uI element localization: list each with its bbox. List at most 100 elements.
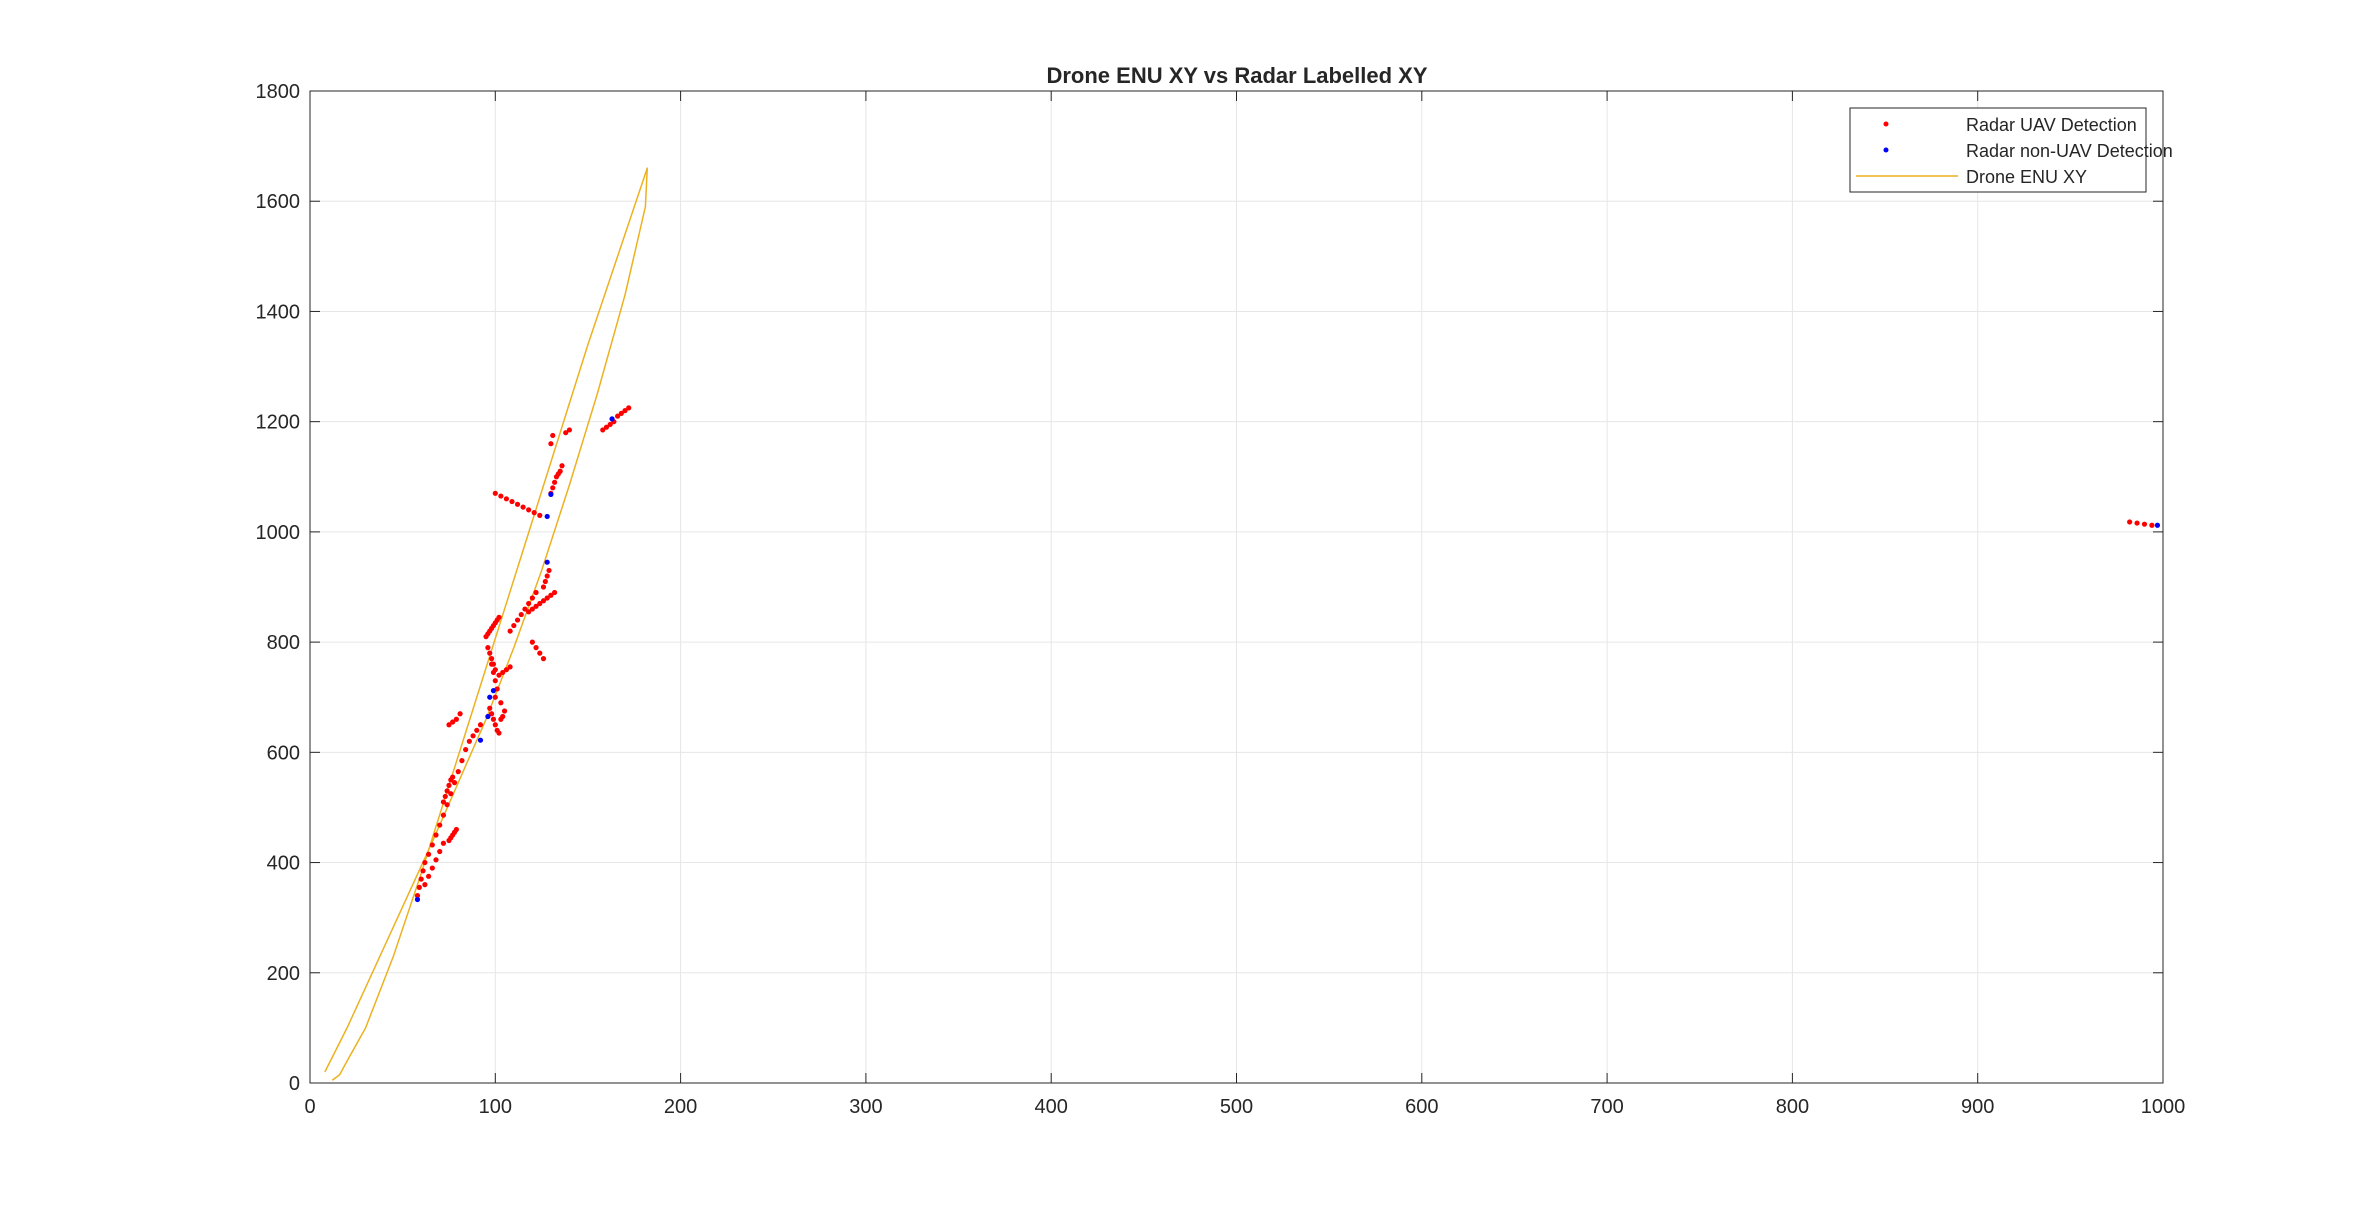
radar-uav-detection-point bbox=[492, 694, 498, 700]
radar-uav-detection-point bbox=[496, 730, 502, 736]
radar-uav-detection-point bbox=[550, 432, 556, 439]
y-tick-label: 400 bbox=[267, 853, 300, 875]
radar-uav-detection-point bbox=[487, 650, 493, 656]
radar-uav-detection-point bbox=[440, 799, 447, 805]
radar-uav-detection-point bbox=[433, 857, 439, 863]
radar-uav-detection-point bbox=[453, 716, 459, 722]
radar-uav-detection-point bbox=[600, 427, 606, 433]
legend: Radar UAV Detection Radar non-UAV Detect… bbox=[1849, 107, 2173, 193]
radar-non-uav-detection-point bbox=[490, 688, 497, 694]
radar-uav-detection-point bbox=[444, 788, 450, 794]
radar-uav-detection-point bbox=[540, 584, 547, 590]
x-tick-label: 600 bbox=[1405, 1096, 1438, 1118]
radar-uav-detection-point bbox=[487, 705, 493, 711]
radar-uav-detection-point bbox=[533, 603, 539, 609]
radar-uav-detection-point bbox=[540, 656, 547, 662]
legend-marker-uav bbox=[1883, 121, 1889, 127]
legend-marker-non-uav bbox=[1883, 147, 1889, 153]
radar-uav-detection-point bbox=[526, 600, 532, 607]
radar-uav-detection-point bbox=[551, 589, 558, 596]
radar-uav-detection-point bbox=[466, 738, 472, 744]
radar-uav-detection-point bbox=[537, 650, 543, 656]
radar-uav-detection-point bbox=[490, 716, 497, 722]
radar-uav-detection-point bbox=[488, 711, 495, 717]
radar-uav-detection-point bbox=[507, 664, 513, 670]
radar-uav-detection-point bbox=[425, 851, 432, 857]
radar-uav-detection-point bbox=[425, 873, 432, 879]
x-tick-label: 400 bbox=[1035, 1096, 1068, 1118]
y-tick-label: 1800 bbox=[256, 81, 301, 103]
radar-uav-detection-point bbox=[463, 746, 469, 753]
radar-uav-detection-point bbox=[531, 509, 537, 516]
y-tick-label: 1200 bbox=[256, 412, 301, 434]
radar-uav-detection-point bbox=[533, 645, 539, 651]
radar-uav-detection-point bbox=[492, 490, 498, 496]
radar-uav-detection-point bbox=[451, 780, 458, 786]
radar-uav-detection-point bbox=[557, 468, 563, 474]
radar-uav-detection-point bbox=[607, 421, 613, 428]
radar-uav-detection-point bbox=[563, 430, 569, 436]
radar-non-uav-detection-point bbox=[487, 694, 493, 700]
radar-uav-detection-point bbox=[507, 628, 513, 634]
radar-uav-detection-point bbox=[496, 672, 502, 678]
radar-uav-detection-point bbox=[414, 893, 421, 899]
radar-uav-detection-point bbox=[450, 774, 456, 780]
radar-uav-detection-point bbox=[503, 667, 510, 673]
radar-uav-detection-point bbox=[498, 493, 504, 499]
radar-uav-detection-point bbox=[559, 463, 565, 469]
x-tick-label: 500 bbox=[1220, 1096, 1253, 1118]
radar-non-uav-detection-point bbox=[477, 737, 484, 743]
legend-label-drone: Drone ENU XY bbox=[1966, 167, 2087, 187]
legend-label-uav: Radar UAV Detection bbox=[1966, 115, 2137, 135]
radar-uav-detection-point bbox=[548, 592, 554, 598]
radar-uav-detection-point bbox=[542, 578, 548, 585]
radar-uav-detection-point bbox=[501, 708, 508, 714]
radar-uav-detection-point bbox=[626, 405, 632, 411]
radar-uav-detection-point bbox=[514, 617, 521, 623]
radar-non-uav-detection-point bbox=[544, 559, 550, 565]
radar-uav-detection-point bbox=[548, 441, 554, 447]
x-tick-label: 100 bbox=[479, 1096, 512, 1118]
y-tick-label: 200 bbox=[267, 963, 300, 985]
radar-uav-detection-point bbox=[537, 512, 543, 518]
x-tick-label: 0 bbox=[304, 1096, 315, 1118]
radar-uav-detection-point bbox=[500, 713, 506, 720]
radar-uav-detection-point bbox=[550, 485, 556, 491]
radar-uav-detection-point bbox=[511, 622, 517, 629]
radar-uav-detection-point bbox=[429, 865, 435, 871]
radar-uav-detection-point bbox=[509, 498, 515, 505]
radar-uav-detection-point bbox=[544, 573, 550, 579]
radar-uav-detection-point bbox=[455, 769, 461, 775]
radar-uav-detection-point bbox=[520, 504, 526, 510]
radar-uav-detection-point bbox=[492, 678, 498, 684]
radar-uav-detection-point bbox=[622, 408, 628, 414]
radar-uav-detection-point bbox=[453, 826, 459, 833]
radar-uav-detection-point bbox=[503, 496, 510, 502]
radar-uav-detection-point bbox=[566, 427, 573, 433]
radar-uav-detection-point bbox=[492, 667, 498, 673]
radar-uav-detection-point bbox=[551, 479, 558, 485]
radar-uav-detection-point bbox=[2127, 519, 2133, 525]
radar-uav-detection-point bbox=[474, 727, 480, 733]
y-tick-label: 1600 bbox=[256, 191, 301, 213]
radar-uav-detection-point bbox=[492, 722, 498, 728]
radar-uav-detection-point bbox=[2141, 521, 2148, 527]
radar-uav-detection-point bbox=[448, 791, 454, 797]
radar-non-uav-detection-point bbox=[414, 896, 421, 903]
radar-uav-detection-point bbox=[440, 840, 447, 846]
radar-uav-detection-point bbox=[540, 598, 547, 604]
radar-uav-detection-point bbox=[500, 669, 506, 676]
radar-uav-detection-point bbox=[418, 876, 424, 882]
radar-uav-detection-point bbox=[477, 722, 484, 728]
y-tick-label: 0 bbox=[289, 1073, 300, 1095]
y-tick-label: 600 bbox=[267, 742, 300, 764]
radar-uav-detection-point bbox=[2134, 520, 2140, 526]
legend-box bbox=[1849, 107, 2147, 193]
radar-uav-detection-point bbox=[496, 614, 502, 620]
radar-non-uav-detection-point bbox=[2154, 522, 2161, 528]
radar-uav-detection-point bbox=[537, 600, 543, 607]
radar-non-uav-detection-point bbox=[548, 491, 554, 498]
legend-label-non-uav: Radar non-UAV Detection bbox=[1966, 141, 2173, 161]
y-tick-label: 1000 bbox=[256, 522, 301, 544]
